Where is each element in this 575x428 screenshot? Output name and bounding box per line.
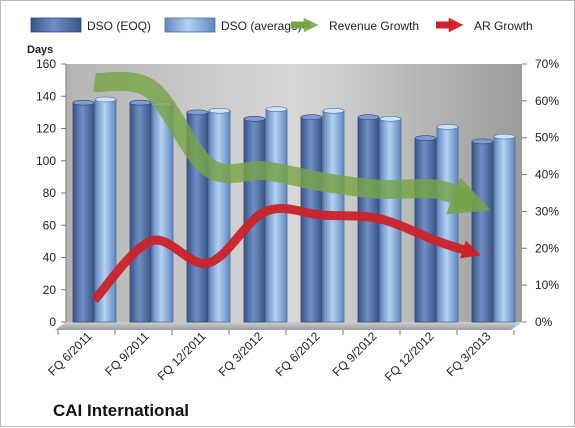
x-tick-label: FQ 6/2012	[273, 329, 323, 379]
bar-dso-average	[151, 101, 174, 323]
bar-dso-average-top	[436, 124, 459, 130]
bars	[72, 96, 516, 323]
growth-lines	[91, 71, 491, 304]
bar-dso-eoq-top	[243, 116, 266, 122]
bar-dso-eoq-top	[471, 138, 494, 145]
x-tick-label: FQ 9/2011	[102, 329, 152, 379]
bar-dso-eoq-top	[186, 109, 209, 116]
bar-dso-eoq-top	[72, 99, 95, 106]
right-tick-label: 70%	[535, 57, 559, 71]
legend-item-dso-eoq: DSO (EOQ)	[30, 17, 151, 33]
left-axis-ticks: 0 20 40 60 80 100 120 140 160	[36, 57, 66, 329]
x-tick-label: FQ 6/2011	[45, 329, 95, 379]
bar-dso-eoq-body	[72, 102, 95, 323]
legend-item-dso-average: DSO (average)	[164, 17, 302, 33]
right-tick-label: 10%	[535, 278, 559, 292]
right-tick-label: 30%	[535, 204, 559, 218]
bar-dso-eoq-body	[471, 140, 494, 323]
bar-dso-average-top	[208, 107, 231, 114]
bar-dso-eoq-top	[414, 135, 437, 141]
revenue-growth-line	[93, 71, 491, 215]
left-tick-label: 0	[49, 315, 56, 329]
legend-label-ar-growth: AR Growth	[474, 19, 533, 33]
x-tick-label: FQ 9/2012	[330, 329, 380, 379]
bar-dso-average	[94, 96, 117, 323]
left-tick-label: 40	[43, 251, 57, 265]
bar-dso-eoq	[471, 138, 494, 323]
bar-dso-eoq-body	[300, 116, 323, 323]
right-tick-label: 20%	[535, 241, 559, 255]
right-tick-label: 60%	[535, 94, 559, 108]
ar-growth-line	[91, 203, 481, 304]
bar-dso-average-body	[436, 126, 459, 323]
left-tick-label: 60	[43, 218, 57, 232]
bar-dso-eoq	[129, 99, 152, 323]
legend-swatch-dso-average	[164, 17, 216, 33]
chart-title: CAI International	[53, 401, 189, 420]
legend-label-revenue-growth: Revenue Growth	[329, 19, 419, 33]
bar-dso-average	[436, 124, 459, 323]
right-tick-label: 50%	[535, 131, 559, 145]
legend: DSO (EOQ) DSO (average) Revenue Growth A…	[30, 17, 533, 33]
bar-dso-eoq-top	[357, 114, 380, 121]
bar-dso-average-top	[265, 106, 288, 112]
legend-item-ar-growth: AR Growth	[436, 17, 533, 33]
right-axis-ticks: 0% 10% 20% 30% 40% 50% 60% 70%	[522, 57, 559, 329]
right-tick-label: 0%	[535, 315, 553, 329]
legend-swatch-dso-eoq	[30, 17, 82, 33]
bar-dso-average-top	[94, 96, 117, 103]
legend-label-dso-eoq: DSO (EOQ)	[87, 19, 151, 33]
bar-dso-average	[208, 107, 231, 323]
bar-dso-average-top	[322, 107, 345, 114]
bar-dso-average-body	[265, 108, 288, 323]
right-tick-label: 40%	[535, 168, 559, 182]
legend-label-dso-average: DSO (average)	[221, 19, 302, 33]
bar-dso-average-body	[493, 136, 516, 323]
left-tick-label: 100	[36, 154, 56, 168]
bar-dso-average	[493, 133, 516, 323]
x-tick-label: FQ 3/2012	[216, 329, 266, 379]
left-tick-label: 160	[36, 57, 56, 71]
y-axis-title: Days	[27, 44, 53, 56]
x-tick-label: FQ 12/2012	[382, 329, 437, 384]
x-axis-ticks: FQ 6/2011 FQ 9/2011 FQ 12/2011 FQ 3/2012 FQ …	[45, 329, 515, 384]
bar-dso-eoq-body	[129, 102, 152, 323]
left-tick-label: 140	[36, 89, 56, 103]
bar-dso-eoq	[300, 114, 323, 323]
bar-dso-average-body	[208, 110, 231, 323]
bar-dso-average-top	[493, 133, 516, 140]
left-tick-label: 80	[43, 186, 57, 200]
left-tick-label: 20	[43, 283, 57, 297]
bar-dso-eoq-top	[300, 114, 323, 121]
left-tick-label: 120	[36, 122, 56, 136]
bar-dso-average-body	[151, 103, 174, 323]
bar-dso-eoq	[72, 99, 95, 323]
plot-floor	[55, 322, 522, 330]
x-tick-label: FQ 12/2011	[155, 329, 209, 383]
bar-dso-eoq-top	[129, 99, 152, 106]
bar-dso-average-top	[379, 116, 402, 122]
x-tick-label: FQ 3/2013	[444, 329, 494, 379]
legend-item-revenue-growth: Revenue Growth	[291, 17, 419, 33]
